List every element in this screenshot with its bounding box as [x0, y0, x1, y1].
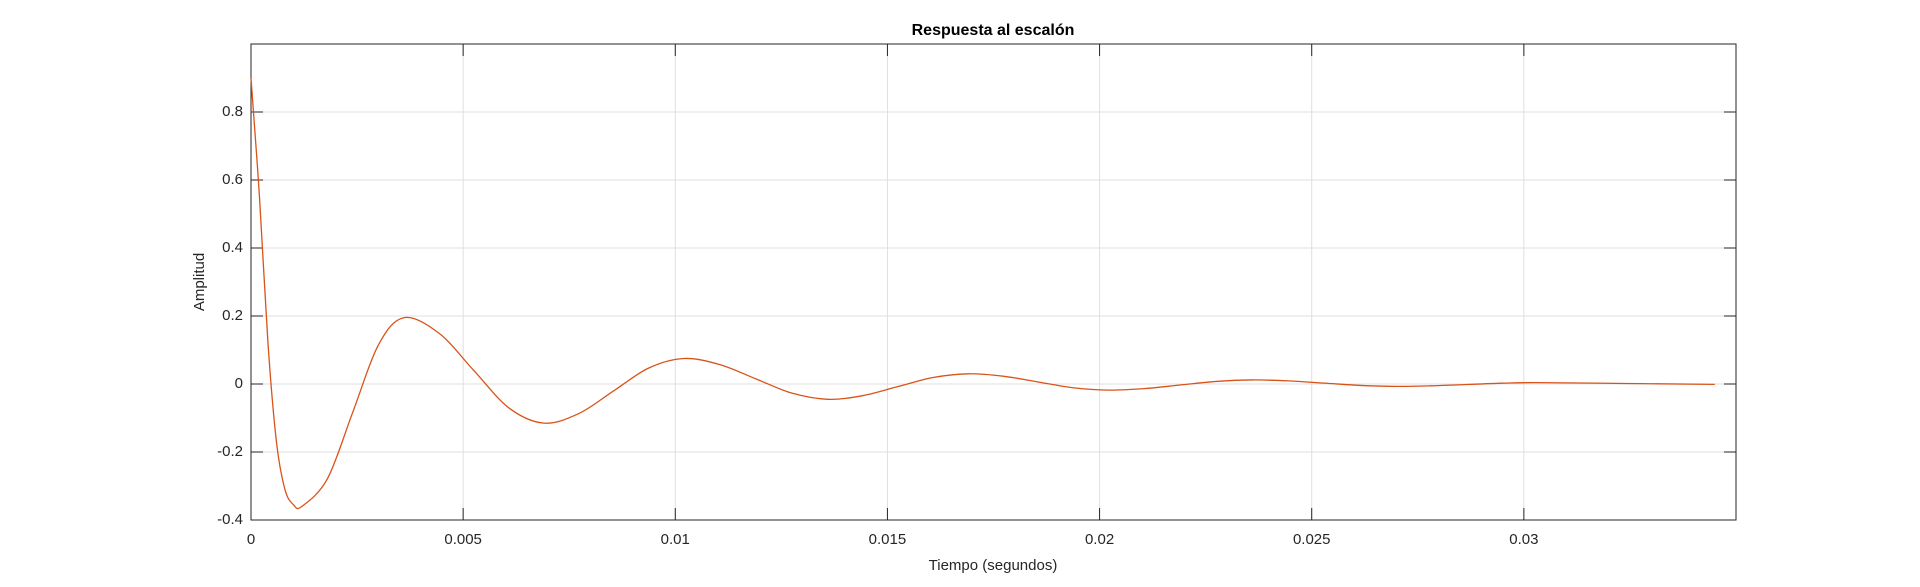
y-tick-label: 0: [235, 375, 243, 392]
y-tick-label: 0.8: [222, 103, 243, 120]
x-tick-label: 0.015: [869, 531, 907, 548]
x-tick-label: 0.02: [1085, 531, 1114, 548]
y-axis-label: Amplitud: [191, 253, 208, 311]
y-tick-label: 0.2: [222, 307, 243, 324]
x-tick-label: 0.025: [1293, 531, 1331, 548]
x-tick-label: 0.03: [1509, 531, 1538, 548]
y-tick-label: 0.6: [222, 171, 243, 188]
x-axis-label: Tiempo (segundos): [929, 557, 1058, 574]
x-tick-label: 0.01: [661, 531, 690, 548]
x-tick-label: 0: [247, 531, 255, 548]
y-tick-label: -0.4: [217, 511, 243, 528]
y-tick-label: -0.2: [217, 443, 243, 460]
axes-box: [250, 43, 1737, 521]
x-tick-label: 0.005: [444, 531, 482, 548]
plot-area: [251, 44, 1736, 520]
line-series: [250, 77, 1715, 510]
y-tick-label: 0.4: [222, 239, 243, 256]
chart-title: Respuesta al escalón: [912, 22, 1075, 39]
